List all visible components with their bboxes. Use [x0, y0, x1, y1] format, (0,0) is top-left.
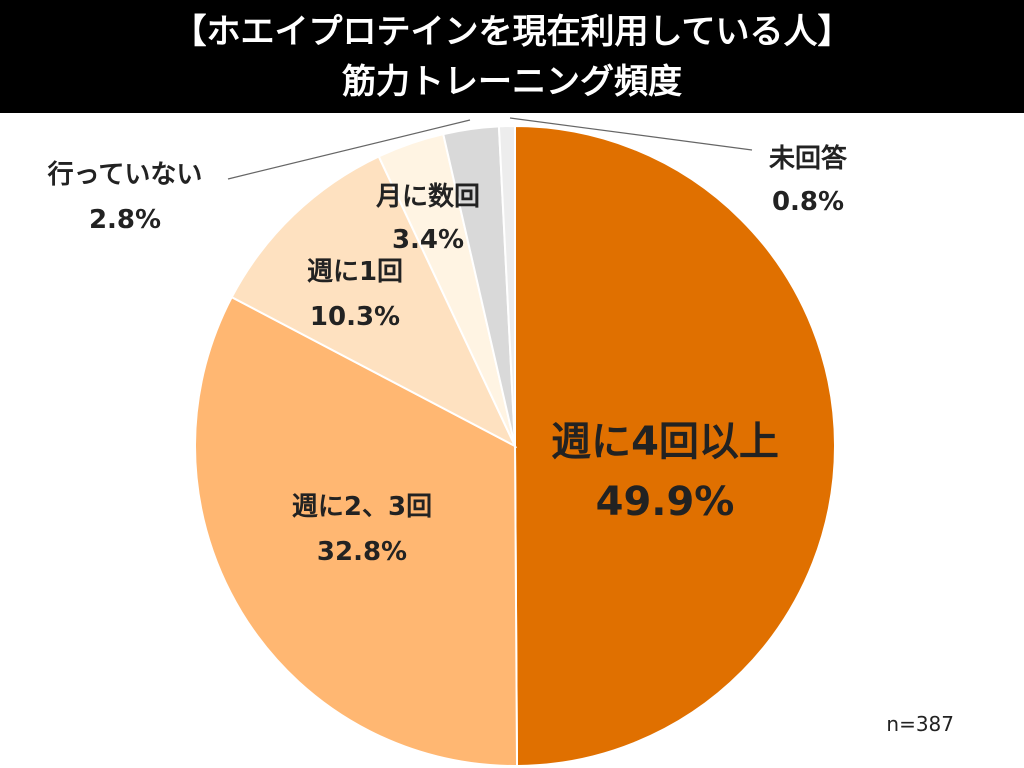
pie-slice-2: [194, 295, 519, 767]
slice-value-label-2: 32.8%: [317, 537, 407, 567]
chart-title-line1: 【ホエイプロテインを現在利用している人】: [172, 12, 852, 52]
slice-value-label-5: 2.8%: [89, 205, 161, 235]
sample-size-label: n=387: [886, 712, 954, 736]
title-bar: 【ホエイプロテインを現在利用している人】 筋力トレーニング頻度: [0, 0, 1024, 113]
slice-name-label-4: 月に数回: [375, 182, 480, 212]
slice-name-label-3: 週に1回: [307, 257, 403, 287]
chart-title-line2: 筋力トレーニング頻度: [342, 62, 682, 102]
slice-name-label-2: 週に2、3回: [292, 492, 432, 522]
slice-name-label-5: 行っていない: [47, 159, 203, 190]
slice-value-label-3: 10.3%: [310, 302, 400, 332]
slice-name-label-1: 週に4回以上: [551, 419, 779, 465]
slice-value-label-4: 3.4%: [392, 225, 464, 255]
slice-name-label-6: 未回答: [769, 143, 848, 174]
pie-slice-1: [514, 124, 837, 768]
leader-line-5: [227, 119, 471, 180]
leader-line-6: [509, 117, 753, 151]
slice-value-label-6: 0.8%: [772, 187, 844, 217]
pie-slice-6: [497, 124, 516, 447]
pie-slice-3: [230, 155, 518, 449]
slice-value-label-1: 49.9%: [596, 479, 735, 525]
